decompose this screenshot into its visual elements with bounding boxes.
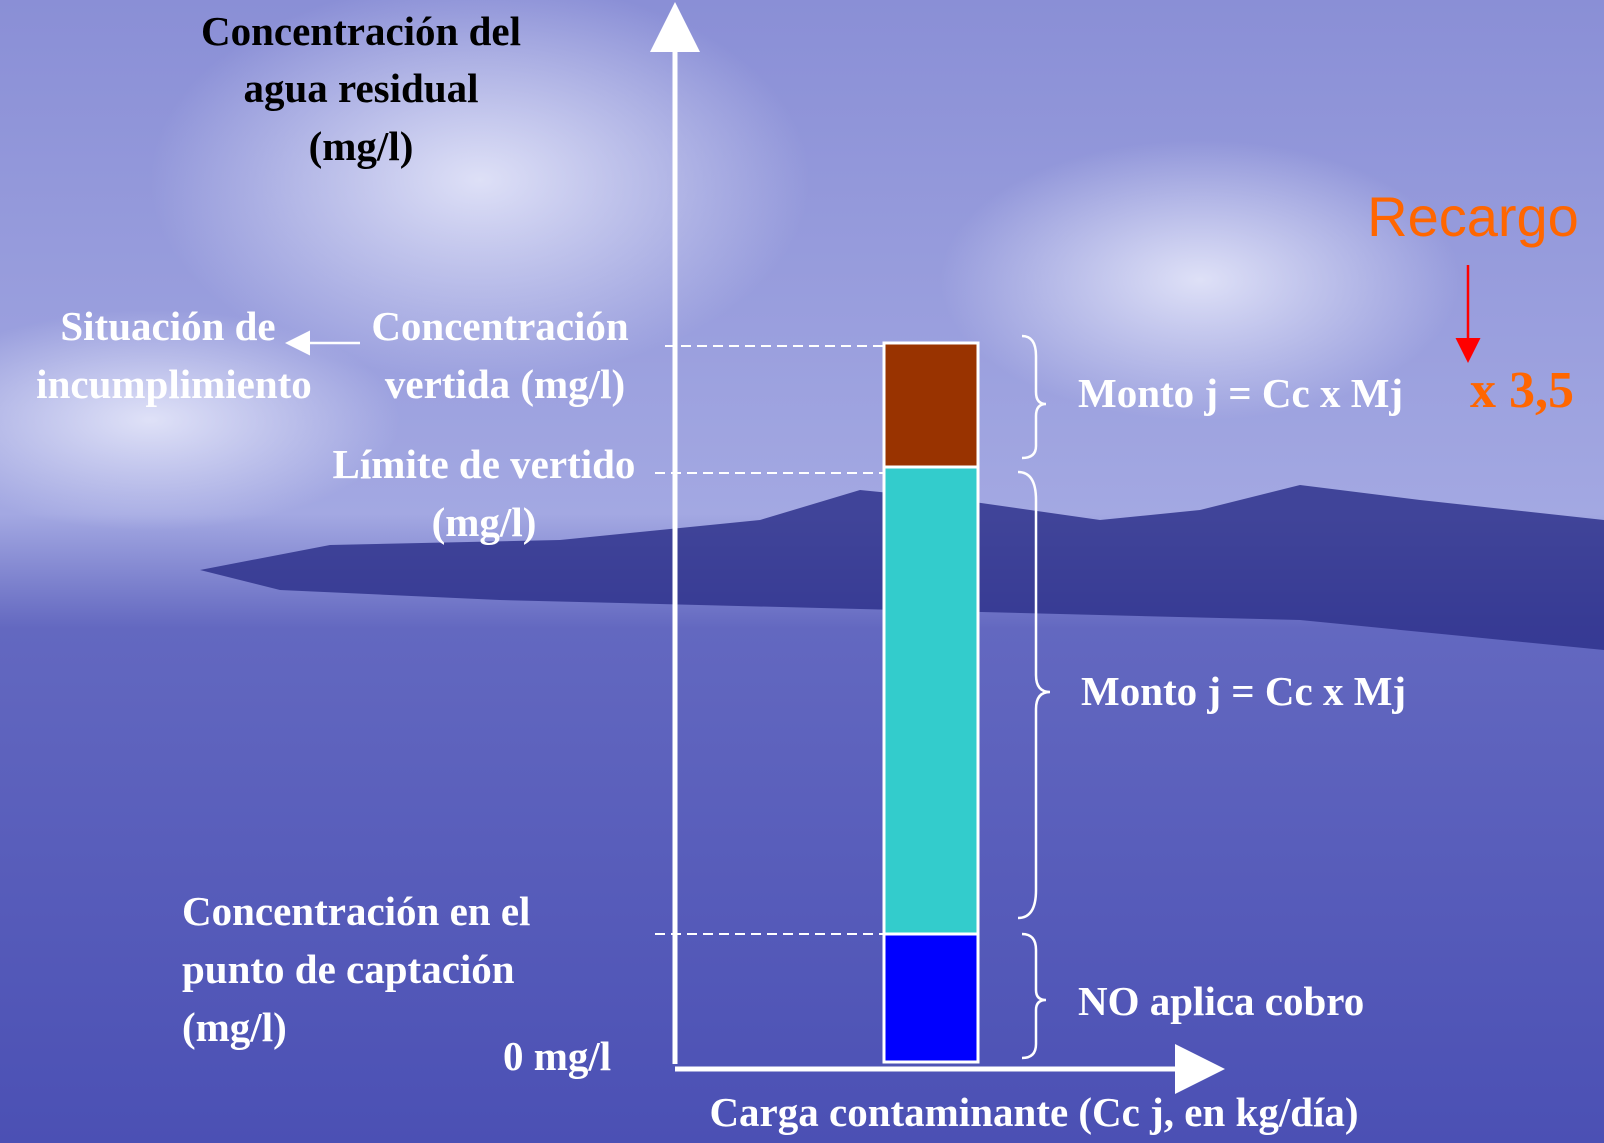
non-compliance-label: Situación de xyxy=(60,303,275,349)
level-label: (mg/l) xyxy=(432,499,537,545)
level-label: vertida (mg/l) xyxy=(385,361,625,407)
cloud xyxy=(150,0,810,380)
level-label: (mg/l) xyxy=(182,1004,287,1050)
brace xyxy=(1017,470,1051,920)
y-axis-title: (mg/l) xyxy=(309,123,414,169)
y-axis-title: agua residual xyxy=(243,65,478,111)
bracket-label: NO aplica cobro xyxy=(1078,978,1364,1024)
brace xyxy=(1021,932,1047,1060)
braces xyxy=(1017,334,1051,1060)
origin-label: 0 mg/l xyxy=(503,1033,611,1079)
bracket-label: Monto j = Cc x Mj xyxy=(1081,668,1406,714)
brace xyxy=(1021,334,1047,460)
level-label: Concentración xyxy=(371,303,629,349)
level-label: Límite de vertido xyxy=(333,441,636,487)
surcharge-label: Recargo xyxy=(1367,185,1579,248)
x-axis-title: Carga contaminante (Cc j, en kg/día) xyxy=(709,1089,1358,1135)
cloud xyxy=(940,140,1460,420)
level-lines xyxy=(655,345,890,935)
charge-segment xyxy=(882,465,980,936)
surcharge-segment xyxy=(882,341,980,469)
level-label: Concentración en el xyxy=(182,888,530,934)
bracket-label: Monto j = Cc x Mj xyxy=(1078,370,1403,416)
cloud xyxy=(0,310,400,530)
level-label: punto de captación xyxy=(182,946,515,992)
surcharge-factor: x 3,5 xyxy=(1470,362,1574,419)
y-axis-title: Concentración del xyxy=(201,8,521,54)
non-compliance-label: incumplimiento xyxy=(36,361,312,407)
no-charge-segment xyxy=(882,932,980,1064)
